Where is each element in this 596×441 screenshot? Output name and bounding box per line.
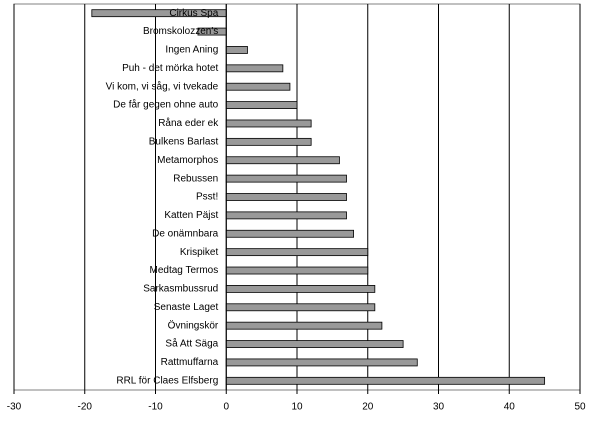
- bar: [225, 248, 369, 257]
- bar: [225, 340, 404, 348]
- category-label: Medtag Termos: [150, 265, 219, 276]
- category-label: Metamorphos: [157, 155, 218, 166]
- x-tick-label: -20: [78, 402, 93, 413]
- bar: [225, 101, 298, 109]
- bar: [225, 376, 546, 385]
- category-label: Rattmuffarna: [161, 357, 219, 368]
- bar: [225, 193, 347, 201]
- bar: [225, 321, 383, 330]
- category-label: RRL för Claes Elfsberg: [116, 375, 218, 386]
- category-label: Så Att Säga: [165, 338, 218, 350]
- category-label: Bromskolozzen's: [143, 26, 218, 37]
- x-tick-label: 50: [574, 402, 586, 413]
- category-label: De onämnbara: [152, 228, 219, 239]
- bar: [225, 358, 418, 367]
- bar: [225, 285, 376, 293]
- category-label: Sarkasmbussrud: [143, 284, 218, 295]
- category-label: De får gegen ohne auto: [113, 99, 219, 111]
- category-label: Vi kom, vi såg, vi tvekade: [106, 80, 219, 92]
- x-tick-label: 0: [223, 402, 229, 413]
- x-tick-label: 10: [291, 402, 303, 413]
- bar: [225, 156, 340, 165]
- x-tick-label: -30: [7, 402, 22, 413]
- bar: [225, 229, 354, 238]
- x-tick-label: 20: [362, 402, 374, 413]
- category-label: Ingen Aning: [165, 45, 218, 56]
- bar: [225, 119, 312, 128]
- category-label: Övningskör: [168, 319, 219, 331]
- category-label: Senaste Laget: [154, 302, 219, 313]
- category-label: Bulkens Barlast: [149, 136, 219, 147]
- bar: [225, 82, 291, 91]
- bar: [225, 266, 369, 275]
- bar: [225, 64, 284, 73]
- category-label: Rebussen: [173, 173, 218, 184]
- x-tick-label: 30: [433, 402, 445, 413]
- x-tick-label: 40: [504, 402, 516, 413]
- x-tick-label: -10: [148, 402, 163, 413]
- category-label: Krispiket: [180, 247, 219, 258]
- category-label: Puh - det mörka hotet: [122, 63, 218, 74]
- category-label: Råna eder ek: [158, 117, 219, 129]
- bar: [225, 211, 347, 220]
- bar: [225, 46, 248, 54]
- bar: [225, 137, 312, 146]
- category-label: Cirkus Spa: [169, 8, 218, 19]
- bar: [225, 303, 376, 312]
- category-label: Katten Päjst: [164, 210, 218, 221]
- category-label: Psst!: [196, 192, 218, 203]
- bar: [225, 174, 347, 183]
